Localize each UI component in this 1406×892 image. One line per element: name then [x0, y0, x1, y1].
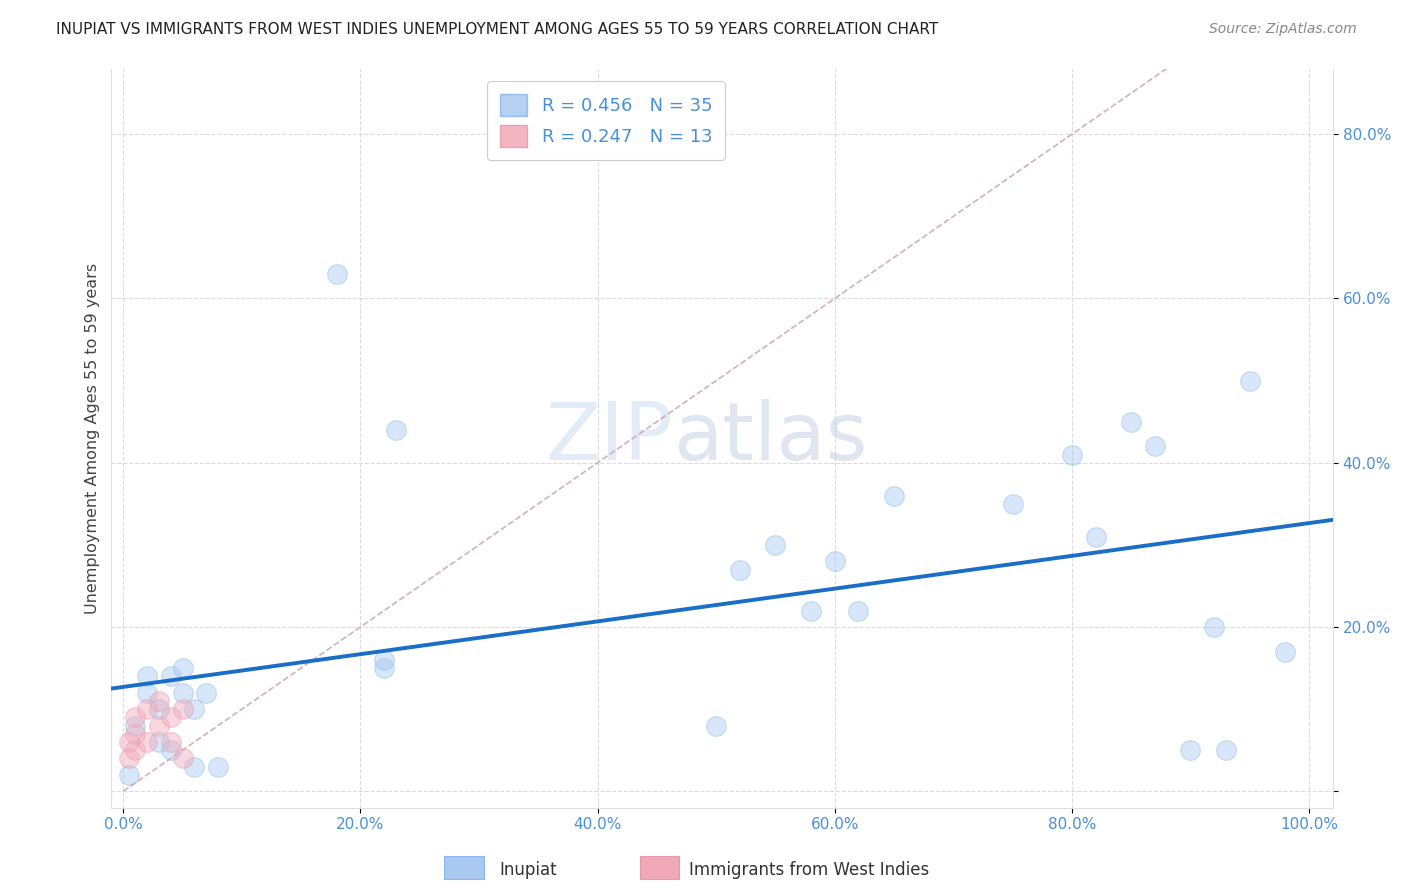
- Point: [136, 669, 159, 683]
- Point: [1274, 645, 1296, 659]
- Point: [183, 702, 205, 716]
- Point: [728, 562, 751, 576]
- Point: [159, 735, 181, 749]
- Point: [373, 661, 395, 675]
- Point: [148, 694, 170, 708]
- Point: [124, 743, 146, 757]
- Point: [800, 603, 823, 617]
- Point: [148, 735, 170, 749]
- Point: [118, 751, 141, 765]
- Point: [1239, 374, 1261, 388]
- Point: [207, 759, 229, 773]
- Text: atlas: atlas: [673, 399, 868, 477]
- Point: [1215, 743, 1237, 757]
- Point: [118, 735, 141, 749]
- Point: [1121, 415, 1143, 429]
- Point: [325, 267, 347, 281]
- Point: [159, 710, 181, 724]
- Point: [172, 702, 194, 716]
- Point: [124, 727, 146, 741]
- Point: [118, 768, 141, 782]
- Text: INUPIAT VS IMMIGRANTS FROM WEST INDIES UNEMPLOYMENT AMONG AGES 55 TO 59 YEARS CO: INUPIAT VS IMMIGRANTS FROM WEST INDIES U…: [56, 22, 938, 37]
- Point: [1084, 530, 1107, 544]
- Point: [148, 718, 170, 732]
- Point: [136, 735, 159, 749]
- Point: [1060, 448, 1083, 462]
- Point: [385, 423, 408, 437]
- Text: Source: ZipAtlas.com: Source: ZipAtlas.com: [1209, 22, 1357, 37]
- Text: Inupiat: Inupiat: [499, 861, 557, 879]
- Point: [883, 489, 905, 503]
- Point: [195, 686, 218, 700]
- Point: [1204, 620, 1226, 634]
- Point: [1143, 439, 1166, 453]
- Point: [124, 718, 146, 732]
- Legend: R = 0.456   N = 35, R = 0.247   N = 13: R = 0.456 N = 35, R = 0.247 N = 13: [488, 81, 724, 160]
- Point: [704, 718, 727, 732]
- Text: Immigrants from West Indies: Immigrants from West Indies: [689, 861, 929, 879]
- Point: [1180, 743, 1202, 757]
- Point: [1001, 497, 1024, 511]
- Point: [765, 538, 787, 552]
- Point: [848, 603, 870, 617]
- Point: [124, 710, 146, 724]
- Point: [172, 686, 194, 700]
- Point: [159, 669, 181, 683]
- Point: [159, 743, 181, 757]
- Text: ZIP: ZIP: [546, 399, 673, 477]
- Point: [373, 653, 395, 667]
- Point: [136, 702, 159, 716]
- Point: [183, 759, 205, 773]
- Point: [148, 702, 170, 716]
- Point: [172, 751, 194, 765]
- Point: [172, 661, 194, 675]
- Point: [824, 554, 846, 568]
- Point: [136, 686, 159, 700]
- Y-axis label: Unemployment Among Ages 55 to 59 years: Unemployment Among Ages 55 to 59 years: [86, 262, 100, 614]
